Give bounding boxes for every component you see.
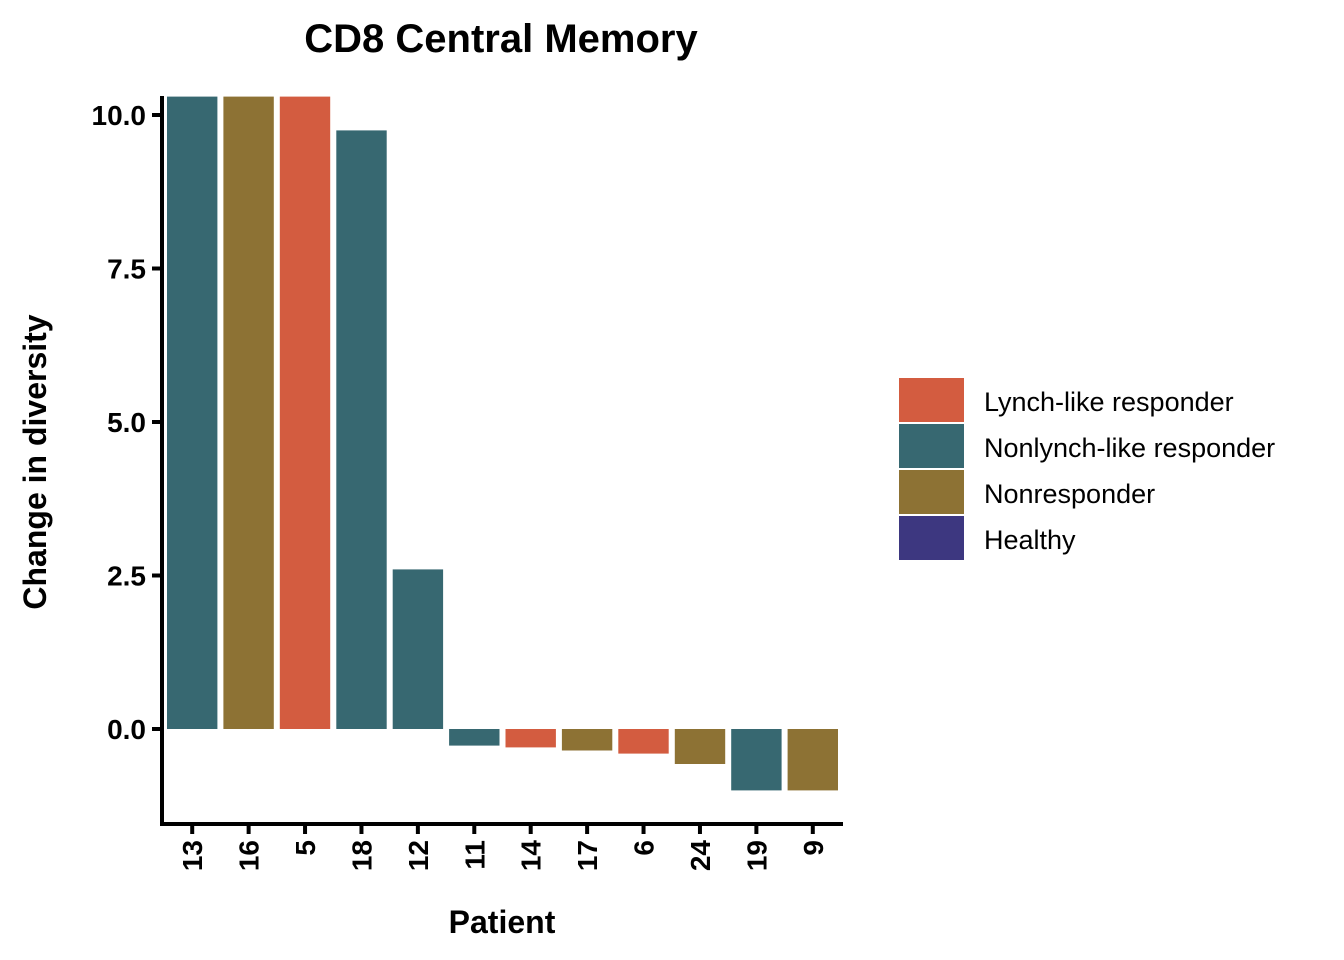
bar-patient-17 [561,729,613,751]
bar-patient-5 [279,96,331,730]
chart-title: CD8 Central Memory [304,17,698,61]
y-tick-label: 2.5 [107,561,146,592]
bar-patient-18 [336,130,387,729]
bar-patient-12 [392,569,444,729]
x-tick-label: 9 [798,840,829,856]
x-tick-label: 5 [290,840,321,856]
bar-patient-19 [731,729,782,791]
x-tick-label: 13 [177,840,208,871]
legend-label: Nonresponder [984,479,1155,509]
x-tick-label: 11 [459,840,490,870]
bar-patient-16 [223,96,274,730]
bar-patient-13 [167,96,218,730]
x-axis-title: Patient [449,904,556,940]
y-axis-title: Change in diversity [17,314,53,609]
legend-label: Nonlynch-like responder [984,433,1275,463]
x-tick-label: 12 [403,840,434,871]
y-tick-label: 5.0 [107,407,146,438]
bar-patient-6 [618,729,669,754]
legend-swatch [899,378,964,422]
y-axis: 0.0 2.5 5.0 7.5 10.0 [92,96,164,824]
legend-label: Healthy [984,525,1076,555]
y-tick-label: 10.0 [92,100,147,131]
legend-swatch [899,424,964,468]
bars-group [167,96,838,791]
y-tick-label: 7.5 [107,254,146,285]
bar-patient-14 [505,729,556,748]
bar-patient-9 [787,729,838,791]
x-tick-label: 19 [741,840,772,871]
bar-patient-24 [674,729,726,764]
legend-swatch [899,470,964,514]
x-tick-label: 6 [629,840,660,856]
legend: Lynch-like responder Nonlynch-like respon… [899,378,1275,560]
legend-swatch [899,516,964,560]
x-tick-label: 18 [347,840,378,871]
x-tick-label: 24 [685,840,716,872]
x-axis: 13 16 5 18 12 11 14 17 6 24 19 9 [160,822,843,872]
x-tick-label: 14 [516,840,547,872]
legend-label: Lynch-like responder [984,387,1234,417]
x-tick-label: 16 [234,840,265,871]
bar-patient-11 [449,729,500,746]
y-tick-label: 0.0 [107,714,146,745]
x-tick-label: 17 [572,840,603,871]
